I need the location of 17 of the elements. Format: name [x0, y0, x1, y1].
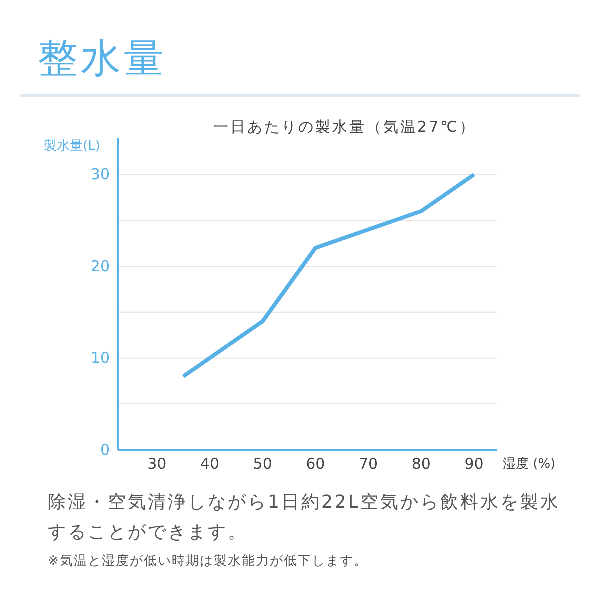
- text: ※気温と湿度が低い時期は製水能力が低下します。: [48, 553, 369, 570]
- y-tick-label: 30: [90, 166, 110, 184]
- y-tick-label: 0: [100, 441, 110, 459]
- chart-title: 整水量: [38, 36, 167, 82]
- x-tick-label: 50: [253, 455, 272, 473]
- x-tick-label: 90: [464, 455, 484, 473]
- x-tick-label: 30: [148, 455, 167, 473]
- x-axis-title: 湿度 (%): [503, 456, 556, 472]
- y-tick-label: 20: [90, 257, 110, 276]
- x-tick-label: 70: [359, 455, 378, 473]
- text: 除湿・空気清浄しながら1日約22L空気から飲料水を製水することができます。: [48, 491, 562, 545]
- x-tick-label: 40: [200, 455, 220, 473]
- x-tick-label: 60: [306, 455, 326, 473]
- chart-subtitle: 一日あたりの製水量（気温27℃）: [214, 118, 476, 136]
- y-tick-label: 10: [90, 349, 110, 368]
- x-tick-label: 80: [412, 455, 431, 473]
- y-axis-title: 製水量(L): [44, 139, 100, 154]
